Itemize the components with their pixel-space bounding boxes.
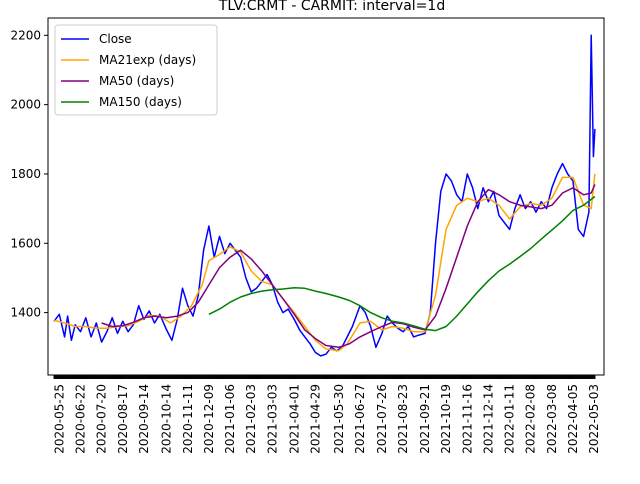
y-tick-label: 1400 xyxy=(10,306,41,320)
series-line-1 xyxy=(53,173,596,352)
x-tick-label: 2021-05-30 xyxy=(332,384,346,454)
x-tick-label: 2020-06-22 xyxy=(74,384,88,454)
axes: 1400 1600 1800 2000 2200 2020-05-25 2020-06-22… xyxy=(10,17,605,454)
x-tick-label: 2020-09-14 xyxy=(137,384,151,454)
x-tick-label: 2021-09-21 xyxy=(418,384,432,454)
x-tick-label: 2022-01-11 xyxy=(503,384,517,454)
x-tick-label: 2021-02-03 xyxy=(244,384,258,454)
x-tick-label: 2021-03-03 xyxy=(265,384,279,454)
x-tick-label: 2021-08-23 xyxy=(396,384,410,454)
legend: Close MA21exp (days) MA50 (days) MA150 (day… xyxy=(54,24,218,116)
x-tick-label: 2022-05-03 xyxy=(587,384,601,454)
y-tick-label: 2200 xyxy=(10,28,41,42)
y-tick-label: 1600 xyxy=(10,236,41,250)
x-tick-label: 2021-04-01 xyxy=(287,384,301,454)
x-tick-label: 2021-11-16 xyxy=(460,384,474,454)
x-tick-label: 2022-04-05 xyxy=(566,384,580,454)
x-tick-label: 2020-12-09 xyxy=(202,384,216,454)
legend-label-0: Close xyxy=(99,32,132,46)
x-tick-label: 2020-08-17 xyxy=(116,384,130,454)
x-tick-label: 2021-01-06 xyxy=(223,384,237,454)
x-tick-label: 2020-11-11 xyxy=(181,384,195,454)
x-tick-label: 2020-10-14 xyxy=(160,384,174,454)
x-tick-label: 2021-07-26 xyxy=(375,384,389,454)
x-tick-label: 2021-04-29 xyxy=(308,384,322,454)
plot-area xyxy=(53,34,596,357)
legend-label-1: MA21exp (days) xyxy=(99,53,196,67)
x-tick-label: 2022-03-08 xyxy=(545,384,559,454)
chart-title: TLV:CRMT - CARMIT: interval=1d xyxy=(218,0,445,14)
x-tick-label: 2021-10-19 xyxy=(439,384,453,454)
x-tick-label: 2020-05-25 xyxy=(52,384,66,454)
series-line-3 xyxy=(208,195,596,332)
series-line-2 xyxy=(101,184,596,349)
x-tick-label: 2021-06-27 xyxy=(353,384,367,454)
legend-box xyxy=(54,24,218,116)
legend-label-2: MA50 (days) xyxy=(99,74,174,88)
x-tick-label: 2020-07-20 xyxy=(95,384,109,454)
y-tick-label: 2000 xyxy=(10,98,41,112)
x-tick-label: 2022-02-08 xyxy=(524,384,538,454)
y-tick-label: 1800 xyxy=(10,167,41,181)
legend-label-3: MA150 (days) xyxy=(99,95,182,109)
x-tick-label: 2021-12-14 xyxy=(481,384,495,454)
